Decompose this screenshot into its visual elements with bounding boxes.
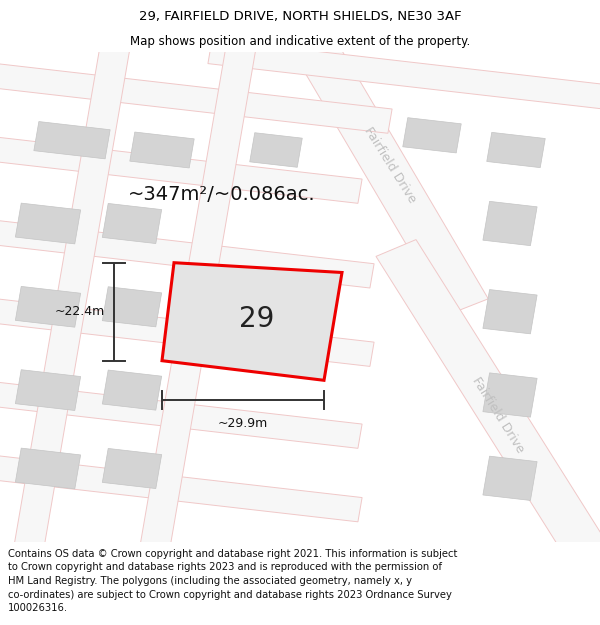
Polygon shape bbox=[103, 370, 161, 410]
Polygon shape bbox=[0, 134, 362, 203]
Polygon shape bbox=[103, 287, 161, 327]
Text: Contains OS data © Crown copyright and database right 2021. This information is : Contains OS data © Crown copyright and d… bbox=[8, 549, 457, 559]
Polygon shape bbox=[487, 132, 545, 168]
Text: Fairfield Drive: Fairfield Drive bbox=[361, 124, 419, 205]
Text: ~22.4m: ~22.4m bbox=[55, 305, 105, 318]
Text: co-ordinates) are subject to Crown copyright and database rights 2023 Ordnance S: co-ordinates) are subject to Crown copyr… bbox=[8, 589, 452, 599]
Polygon shape bbox=[483, 373, 537, 417]
Polygon shape bbox=[483, 456, 537, 501]
Polygon shape bbox=[250, 132, 302, 168]
Text: 100026316.: 100026316. bbox=[8, 603, 68, 613]
Text: 29: 29 bbox=[239, 305, 274, 333]
Polygon shape bbox=[16, 448, 80, 489]
Polygon shape bbox=[208, 39, 600, 112]
Polygon shape bbox=[376, 239, 600, 599]
Text: Fairfield Drive: Fairfield Drive bbox=[469, 374, 527, 455]
Text: ~347m²/~0.086ac.: ~347m²/~0.086ac. bbox=[128, 184, 316, 204]
Polygon shape bbox=[103, 204, 161, 244]
Polygon shape bbox=[103, 449, 161, 489]
Polygon shape bbox=[0, 452, 362, 522]
Text: 29, FAIRFIELD DRIVE, NORTH SHIELDS, NE30 3AF: 29, FAIRFIELD DRIVE, NORTH SHIELDS, NE30… bbox=[139, 11, 461, 23]
Text: HM Land Registry. The polygons (including the associated geometry, namely x, y: HM Land Registry. The polygons (includin… bbox=[8, 576, 412, 586]
Polygon shape bbox=[0, 217, 374, 288]
Polygon shape bbox=[16, 203, 80, 244]
Polygon shape bbox=[403, 118, 461, 153]
Polygon shape bbox=[11, 26, 133, 568]
Polygon shape bbox=[483, 201, 537, 246]
Polygon shape bbox=[0, 379, 362, 448]
Text: to Crown copyright and database rights 2023 and is reproduced with the permissio: to Crown copyright and database rights 2… bbox=[8, 562, 442, 572]
Polygon shape bbox=[483, 289, 537, 334]
Polygon shape bbox=[292, 34, 488, 315]
Text: ~29.9m: ~29.9m bbox=[218, 417, 268, 430]
Polygon shape bbox=[130, 132, 194, 168]
Polygon shape bbox=[16, 286, 80, 328]
Polygon shape bbox=[16, 370, 80, 411]
Polygon shape bbox=[162, 262, 342, 380]
Polygon shape bbox=[0, 61, 392, 133]
Polygon shape bbox=[137, 26, 259, 568]
Polygon shape bbox=[34, 121, 110, 159]
Text: Map shows position and indicative extent of the property.: Map shows position and indicative extent… bbox=[130, 36, 470, 48]
Polygon shape bbox=[0, 296, 374, 366]
